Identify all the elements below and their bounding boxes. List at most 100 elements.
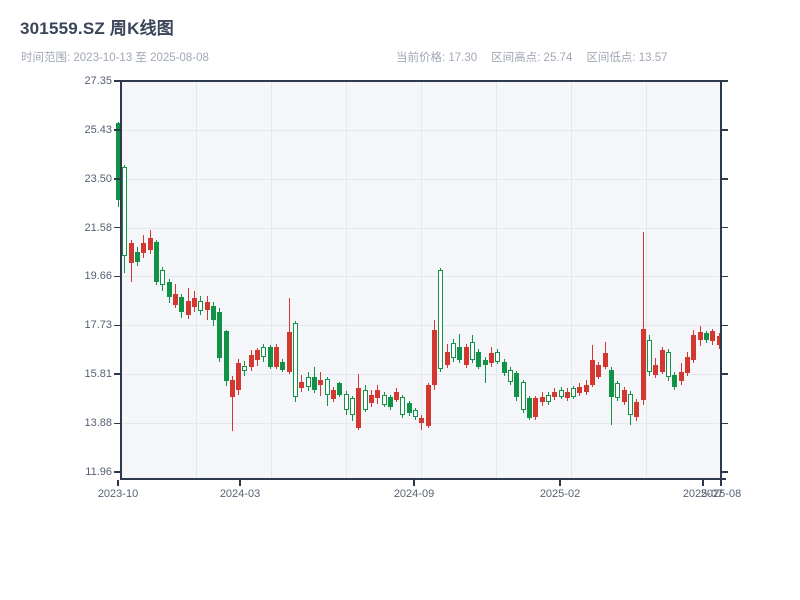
y-axis-tick-right [722, 373, 728, 375]
candle-wick [484, 356, 486, 384]
y-axis-tick [114, 129, 120, 131]
candle-body [274, 346, 279, 367]
candle-body [400, 396, 406, 416]
candle-body [672, 375, 678, 387]
candle-body [286, 331, 292, 372]
y-axis-tick [114, 373, 120, 375]
y-axis-label: 11.96 [85, 466, 112, 478]
y-axis-label: 17.73 [84, 319, 112, 332]
candle-body [179, 297, 185, 313]
plot-spine-right [720, 80, 722, 480]
candle-body [470, 341, 475, 361]
candle-body [191, 298, 197, 308]
plot-spine-left [120, 80, 122, 480]
stat-item: 当前价格: 17.30 [396, 52, 478, 64]
candle-body [122, 166, 128, 257]
candle-body [135, 251, 140, 262]
y-axis-tick-right [722, 471, 728, 473]
candle-body [552, 391, 558, 397]
x-axis-tick [413, 480, 415, 486]
date-range-label: 时间范围: 2023-10-13 至 2025-08-08 [21, 52, 209, 64]
y-axis-tick-right [722, 422, 728, 424]
y-axis-label: 27.35 [84, 75, 112, 87]
candle-body [324, 378, 330, 396]
candle-body [653, 365, 659, 376]
candle-body [419, 418, 425, 424]
candle-body [185, 300, 191, 315]
horizontal-gridline [122, 276, 719, 278]
candle-body [457, 346, 463, 361]
candle-body [659, 350, 665, 372]
candle-body [665, 351, 671, 377]
y-axis-label: 13.88 [84, 417, 112, 430]
candle-body [128, 243, 134, 264]
y-axis-tick [114, 422, 120, 424]
candle-body [628, 393, 633, 416]
vertical-gridline [496, 82, 497, 478]
candle-body [299, 381, 305, 389]
candle-body [691, 334, 697, 361]
candle-body [488, 353, 494, 364]
horizontal-gridline [122, 325, 719, 327]
candle-body [223, 331, 229, 381]
candle-body [330, 390, 336, 399]
candle-body [501, 361, 507, 374]
horizontal-gridline [122, 129, 719, 131]
y-axis-tick-right [722, 80, 728, 82]
candle-body [248, 355, 254, 367]
candle-body [413, 410, 419, 417]
candle-body [406, 403, 412, 414]
candle-body [280, 361, 286, 370]
y-axis-label: 19.66 [84, 270, 112, 283]
candle-body [451, 343, 456, 359]
candle-body [545, 395, 551, 402]
candle-body [210, 305, 216, 320]
candle-body [229, 379, 235, 398]
candle-body [198, 300, 204, 311]
candle-body [387, 396, 393, 407]
candle-body [166, 281, 172, 297]
x-axis-label: 2024-03 [219, 488, 261, 500]
candle-body [710, 331, 716, 342]
y-axis-tick [114, 80, 120, 82]
chart-subheader: 时间范围: 2023-10-13 至 2025-08-08 当前价格: 17.3… [0, 49, 800, 65]
candle-body [375, 389, 381, 398]
candle-body [318, 379, 324, 385]
candle-body [141, 243, 147, 254]
x-axis-label: 2025-08 [700, 488, 742, 500]
candle-body [514, 373, 520, 397]
candle-body [349, 398, 355, 415]
vertical-gridline [646, 82, 647, 478]
candle-body [476, 351, 482, 367]
candle-body [558, 390, 564, 397]
candle-body [564, 391, 570, 399]
horizontal-gridline [122, 227, 719, 229]
candle-body [583, 385, 589, 392]
candle-body [147, 238, 153, 250]
candle-body [236, 363, 242, 390]
candle-body [362, 389, 368, 410]
y-axis-tick-right [722, 178, 728, 180]
horizontal-gridline [122, 423, 719, 425]
candle-body [343, 393, 349, 410]
vertical-gridline [271, 82, 272, 478]
candle-body [526, 398, 532, 419]
vertical-gridline [421, 82, 422, 478]
y-axis-tick [114, 324, 120, 327]
y-axis-tick [114, 226, 120, 229]
candle-body [381, 395, 387, 405]
y-axis-label: 25.43 [84, 123, 112, 136]
x-axis-tick [559, 480, 561, 486]
y-axis-tick [114, 471, 120, 473]
candle-body [596, 365, 602, 377]
candle-body [647, 340, 652, 372]
horizontal-gridline [122, 178, 719, 180]
candle-body [640, 328, 646, 401]
plot-background [120, 80, 721, 480]
candle-body [634, 401, 640, 417]
candle-body [293, 323, 298, 397]
candle-body [172, 294, 178, 305]
x-axis-label: 2023-10 [97, 488, 139, 500]
candle-body [425, 385, 431, 427]
